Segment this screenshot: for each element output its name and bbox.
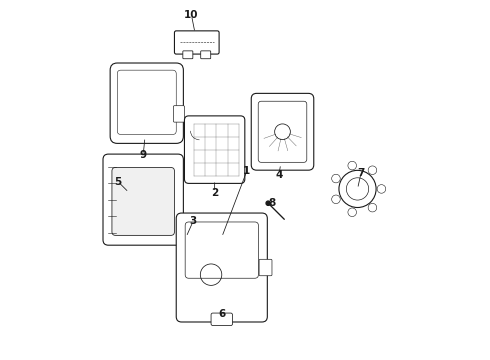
- Text: 7: 7: [357, 168, 365, 178]
- Text: 3: 3: [190, 216, 197, 226]
- Text: 4: 4: [275, 170, 283, 180]
- Text: 8: 8: [268, 198, 275, 208]
- Text: 9: 9: [140, 150, 147, 160]
- FancyBboxPatch shape: [211, 313, 232, 325]
- FancyBboxPatch shape: [201, 51, 211, 59]
- FancyBboxPatch shape: [259, 259, 272, 276]
- Text: 2: 2: [211, 188, 218, 198]
- FancyBboxPatch shape: [174, 31, 219, 54]
- Text: 1: 1: [243, 166, 250, 176]
- Circle shape: [266, 201, 270, 205]
- FancyBboxPatch shape: [112, 167, 174, 235]
- FancyBboxPatch shape: [110, 63, 183, 143]
- Text: 6: 6: [218, 309, 225, 319]
- Text: 10: 10: [184, 10, 198, 20]
- FancyBboxPatch shape: [251, 93, 314, 170]
- FancyBboxPatch shape: [184, 116, 245, 183]
- FancyBboxPatch shape: [103, 154, 183, 245]
- FancyBboxPatch shape: [176, 213, 268, 322]
- FancyBboxPatch shape: [173, 106, 184, 122]
- FancyBboxPatch shape: [183, 51, 193, 59]
- Text: 5: 5: [115, 177, 122, 187]
